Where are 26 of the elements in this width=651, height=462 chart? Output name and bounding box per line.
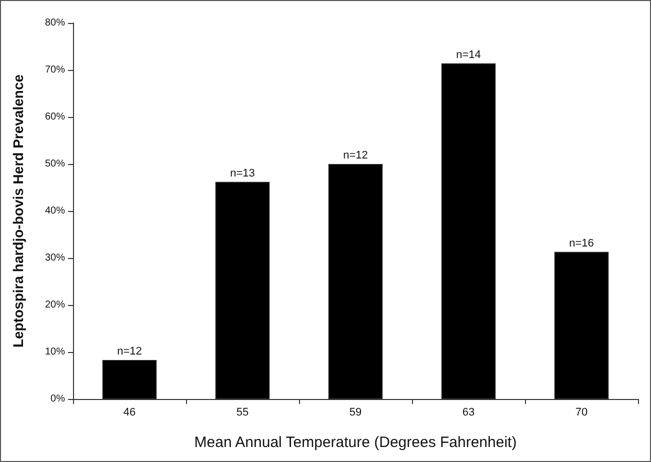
x-tick-label: 63: [462, 406, 475, 418]
y-tick-label: 50%: [44, 158, 66, 170]
bar: [441, 63, 496, 399]
y-tick-label: 10%: [44, 346, 66, 358]
annotation: n=13: [230, 167, 255, 180]
x-axis-title: Mean Annual Temperature (Degrees Fahrenheit): [194, 434, 517, 451]
bar: [328, 164, 383, 399]
x-tick-label: 59: [349, 406, 362, 418]
y-tick-label: 20%: [44, 300, 66, 310]
x-tick-label: 46: [123, 406, 136, 418]
y-tick-label: 70%: [44, 64, 66, 76]
bar: [554, 252, 609, 399]
x-tick-label: 55: [236, 406, 249, 418]
annotation: n=14: [456, 48, 481, 61]
y-tick-label: 80%: [44, 18, 66, 28]
y-tick-label: 30%: [44, 252, 66, 264]
y-tick-label: 40%: [44, 206, 66, 216]
y-axis-title: Leptospira hardjo-bovis Herd Prevalence: [10, 74, 26, 348]
bar: [215, 182, 270, 399]
y-tick-label: 60%: [44, 112, 66, 122]
x-tick-label: 70: [575, 406, 588, 418]
y-tick-label: 0%: [50, 394, 66, 404]
annotation: n=12: [343, 150, 368, 162]
bar: [102, 360, 157, 399]
annotation: n=16: [569, 237, 594, 250]
annotation: n=12: [117, 345, 142, 358]
